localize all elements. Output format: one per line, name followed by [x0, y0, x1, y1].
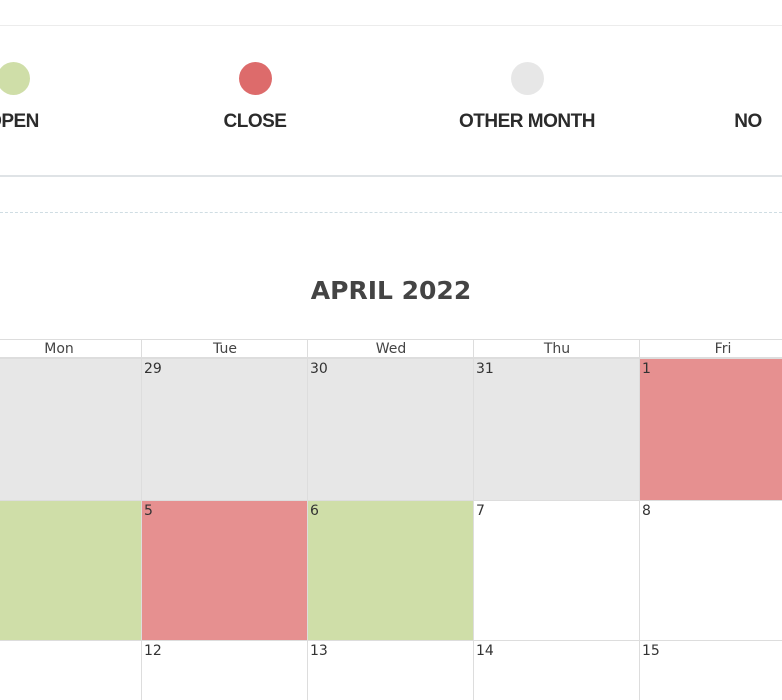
- legend-item-open: OPEN: [0, 62, 133, 133]
- calendar-day-cell[interactable]: [0, 358, 141, 500]
- calendar-day-cell[interactable]: 7: [473, 500, 639, 640]
- legend-label: CLOSE: [223, 111, 287, 132]
- legend-dot-icon: [0, 62, 30, 95]
- legend-label: NO: [734, 111, 762, 132]
- day-number: 14: [476, 643, 494, 659]
- day-number: 5: [144, 503, 153, 519]
- day-number: 12: [144, 643, 162, 659]
- calendar-day-cell[interactable]: 31: [473, 358, 639, 500]
- weekday-header-fri: Fri: [639, 339, 782, 358]
- calendar-day-cell[interactable]: 8: [639, 500, 782, 640]
- day-number: 29: [144, 361, 162, 377]
- weekday-header-thu: Thu: [473, 339, 640, 358]
- calendar-day-cell[interactable]: 1: [639, 358, 782, 500]
- legend-item-close: CLOSE: [135, 62, 375, 133]
- legend-item-no: NO: [628, 62, 782, 133]
- day-number: 8: [642, 503, 651, 519]
- calendar-day-cell[interactable]: 14: [473, 640, 639, 700]
- legend-item-other-month: OTHER MONTH: [407, 62, 647, 133]
- weekday-header-tue: Tue: [141, 339, 308, 358]
- day-number: 31: [476, 361, 494, 377]
- day-number: 30: [310, 361, 328, 377]
- legend-label: OPEN: [0, 111, 39, 132]
- legend-top-border: [0, 25, 782, 26]
- calendar-day-cell[interactable]: 15: [639, 640, 782, 700]
- weekday-header-wed: Wed: [307, 339, 474, 358]
- day-number: 15: [642, 643, 660, 659]
- legend-dot-icon: [510, 62, 544, 95]
- calendar-day-cell[interactable]: 6: [307, 500, 473, 640]
- calendar-day-cell[interactable]: [0, 500, 141, 640]
- calendar-day-cell[interactable]: 12: [141, 640, 307, 700]
- legend-dot-icon: [731, 62, 765, 95]
- calendar-day-cell[interactable]: 29: [141, 358, 307, 500]
- day-number: 13: [310, 643, 328, 659]
- calendar-day-cell[interactable]: 13: [307, 640, 473, 700]
- calendar-day-cell[interactable]: 5: [141, 500, 307, 640]
- legend-bottom-border: [0, 175, 782, 177]
- calendar-day-cell[interactable]: [0, 640, 141, 700]
- day-number: 6: [310, 503, 319, 519]
- dashed-divider: [0, 212, 782, 213]
- day-number: 7: [476, 503, 485, 519]
- legend-label: OTHER MONTH: [459, 111, 595, 132]
- legend-dot-icon: [238, 62, 272, 95]
- calendar-day-cell[interactable]: 30: [307, 358, 473, 500]
- calendar-title: APRIL 2022: [310, 276, 472, 305]
- weekday-header-mon: Mon: [0, 339, 142, 358]
- day-number: 1: [642, 361, 651, 377]
